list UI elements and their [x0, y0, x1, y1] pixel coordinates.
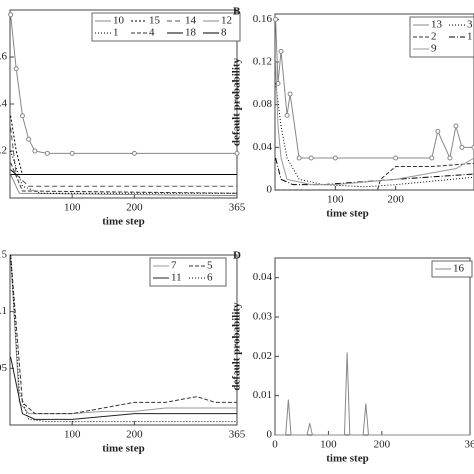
- point-marker: [284, 112, 290, 118]
- legend-label: 1: [467, 31, 473, 43]
- legend-label: 2: [431, 31, 437, 43]
- x-axis-label: time step: [326, 453, 368, 465]
- x-axis-label: time step: [102, 216, 144, 228]
- point-marker: [273, 16, 279, 22]
- legend-box: [149, 257, 227, 287]
- point-marker: [393, 155, 399, 161]
- line-series: [275, 83, 474, 188]
- y-tick-label: 0.02: [253, 350, 272, 362]
- panel-letter: B: [233, 6, 241, 18]
- y-tick-label: 0.16: [253, 13, 273, 25]
- point-marker: [308, 155, 314, 161]
- legend-label: 12: [221, 15, 232, 27]
- x-tick-label: 100: [320, 439, 337, 451]
- legend-label: 13: [431, 19, 443, 31]
- point-marker: [32, 148, 38, 154]
- plot-frame: [9, 254, 238, 426]
- line-series: [10, 174, 238, 197]
- line-series: [275, 162, 474, 191]
- line-series: [275, 352, 470, 436]
- x-tick-label: 200: [374, 439, 391, 451]
- point-marker: [296, 155, 302, 161]
- y-tick-label: .6: [0, 51, 8, 63]
- y-axis-label: default probability: [231, 57, 243, 146]
- x-tick-label: 365: [229, 202, 246, 214]
- point-marker: [8, 12, 14, 18]
- y-tick-label: .4: [0, 98, 8, 110]
- x-tick-label: 100: [64, 429, 81, 441]
- legend-box: [91, 12, 241, 42]
- legend-label: 11: [171, 272, 182, 284]
- x-tick-label: 200: [126, 202, 143, 214]
- legend-label: 15: [149, 15, 161, 27]
- legend-box: [431, 260, 473, 278]
- legend-label: 6: [207, 272, 213, 284]
- point-marker: [44, 150, 50, 156]
- y-tick-label: 0: [267, 184, 273, 196]
- y-tick-label: 0.08: [253, 98, 273, 110]
- line-series: [275, 61, 474, 186]
- plot-frame: [274, 257, 471, 436]
- point-marker: [447, 155, 453, 161]
- legend-label: 9: [431, 43, 437, 55]
- x-tick-label: 200: [126, 429, 143, 441]
- point-marker: [459, 144, 465, 150]
- point-marker: [234, 150, 240, 156]
- line-series: [10, 254, 237, 423]
- y-tick-label: 0.03: [253, 311, 273, 323]
- legend-label: 14: [185, 15, 197, 27]
- y-tick-label: 0.12: [253, 56, 272, 68]
- line-series: [10, 162, 238, 194]
- y-tick-label: .1: [0, 305, 7, 317]
- x-tick-label: 100: [327, 194, 344, 206]
- panel-letter: D: [233, 250, 241, 262]
- line-series: [10, 169, 237, 175]
- point-marker: [69, 150, 75, 156]
- point-marker: [131, 150, 137, 156]
- line-series: [10, 356, 237, 420]
- legend-label: 5: [207, 260, 213, 272]
- line-series: [10, 254, 237, 415]
- x-tick-label: 100: [64, 202, 81, 214]
- line-series: [10, 150, 237, 194]
- y-tick-label: .2: [0, 145, 7, 157]
- y-tick-label: 05: [0, 362, 8, 374]
- x-axis-label: time step: [326, 208, 368, 220]
- x-axis-label: time step: [102, 443, 144, 455]
- legend-label: 3: [467, 19, 473, 31]
- legend-label: 16: [453, 263, 465, 275]
- point-marker: [332, 155, 338, 161]
- y-axis-label: default probability: [231, 302, 243, 391]
- y-tick-label: 0.04: [253, 141, 273, 153]
- legend-label: 1: [113, 27, 119, 39]
- point-marker: [435, 128, 441, 134]
- legend-label: 10: [113, 15, 125, 27]
- y-tick-label: 0: [267, 429, 273, 441]
- point-marker: [278, 48, 284, 54]
- point-marker: [453, 123, 459, 129]
- x-tick-label: 365: [229, 429, 246, 441]
- legend-label: 4: [149, 27, 155, 39]
- point-marker: [19, 113, 25, 119]
- y-tick-label: 0.04: [253, 271, 273, 283]
- legend-label: 7: [171, 260, 177, 272]
- point-marker: [26, 136, 32, 142]
- x-tick-label: 200: [387, 194, 404, 206]
- point-marker: [287, 91, 293, 97]
- y-tick-label: 0.01: [253, 389, 272, 401]
- point-marker: [13, 66, 19, 72]
- line-series: [10, 127, 237, 187]
- line-series: [275, 157, 474, 186]
- legend-label: 18: [185, 27, 197, 39]
- line-series: [10, 115, 237, 175]
- point-marker: [429, 155, 435, 161]
- x-tick-label: 36: [465, 439, 474, 451]
- x-tick-label: 0: [272, 439, 278, 451]
- legend-label: 8: [221, 27, 227, 39]
- line-series: [10, 254, 237, 415]
- y-tick-label: 15: [0, 249, 8, 261]
